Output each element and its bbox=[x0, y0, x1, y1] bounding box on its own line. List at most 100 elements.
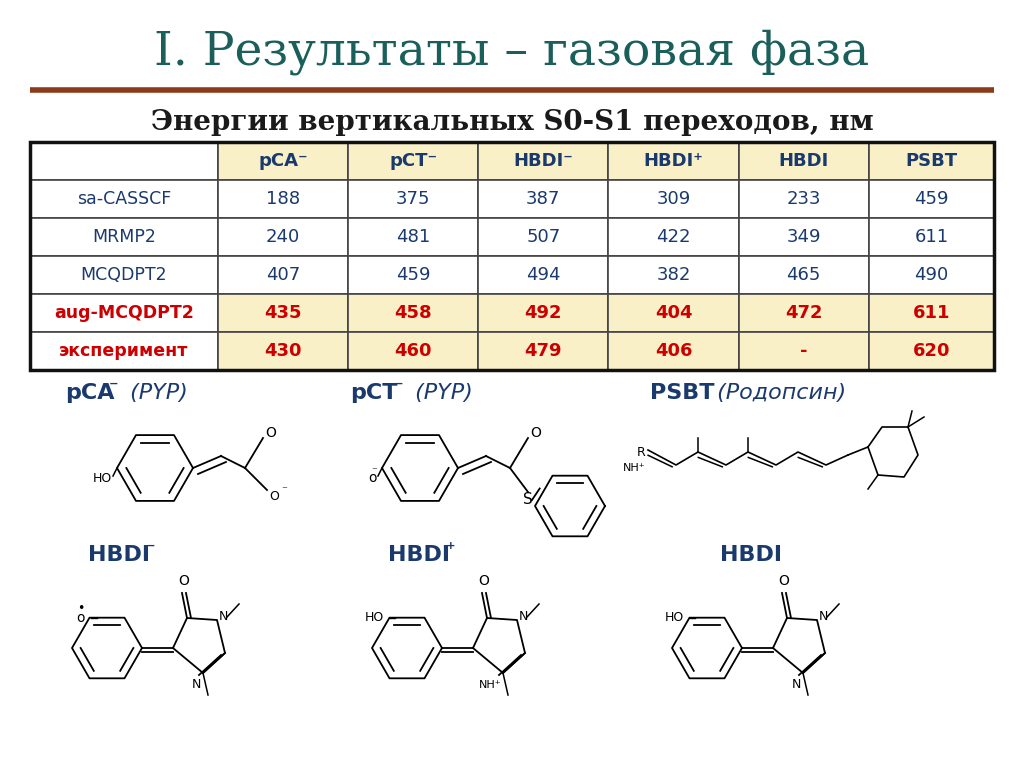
Text: pCA: pCA bbox=[65, 383, 115, 403]
Bar bbox=[348, 142, 478, 180]
Bar bbox=[608, 256, 738, 294]
Text: N: N bbox=[191, 678, 201, 691]
Bar bbox=[868, 142, 994, 180]
Text: 188: 188 bbox=[266, 190, 300, 208]
Text: MRMP2: MRMP2 bbox=[92, 228, 156, 246]
Bar bbox=[218, 294, 348, 332]
Text: 479: 479 bbox=[524, 342, 562, 360]
Bar bbox=[738, 142, 868, 180]
Bar bbox=[218, 218, 348, 256]
Text: 435: 435 bbox=[264, 304, 302, 322]
Text: 620: 620 bbox=[912, 342, 950, 360]
Text: 430: 430 bbox=[264, 342, 302, 360]
Text: ⁺: ⁺ bbox=[446, 541, 456, 559]
Text: (Родопсин): (Родопсин) bbox=[710, 383, 846, 403]
Bar bbox=[738, 256, 868, 294]
Text: 507: 507 bbox=[526, 228, 560, 246]
Bar bbox=[218, 180, 348, 218]
Text: o: o bbox=[76, 611, 85, 624]
Text: 309: 309 bbox=[656, 190, 690, 208]
Text: PSBT: PSBT bbox=[650, 383, 715, 403]
Text: N: N bbox=[219, 611, 228, 624]
Text: ⁻: ⁻ bbox=[394, 379, 403, 397]
Bar bbox=[30, 332, 218, 370]
Text: pCT: pCT bbox=[350, 383, 397, 403]
Bar bbox=[738, 218, 868, 256]
Bar bbox=[868, 180, 994, 218]
Text: 465: 465 bbox=[786, 266, 821, 284]
Text: pCT⁻: pCT⁻ bbox=[389, 152, 437, 170]
Bar bbox=[868, 256, 994, 294]
Text: R: R bbox=[636, 446, 645, 459]
Text: 422: 422 bbox=[656, 228, 691, 246]
Text: 240: 240 bbox=[266, 228, 300, 246]
Bar bbox=[218, 142, 348, 180]
Text: 481: 481 bbox=[396, 228, 430, 246]
Text: MCQDPT2: MCQDPT2 bbox=[81, 266, 167, 284]
Bar bbox=[608, 142, 738, 180]
Bar bbox=[30, 180, 218, 218]
Text: 472: 472 bbox=[784, 304, 822, 322]
Text: 407: 407 bbox=[266, 266, 300, 284]
Text: O: O bbox=[178, 574, 189, 588]
Text: 406: 406 bbox=[654, 342, 692, 360]
Bar bbox=[868, 332, 994, 370]
Bar bbox=[30, 294, 218, 332]
Text: 611: 611 bbox=[914, 228, 948, 246]
Text: O: O bbox=[265, 426, 275, 440]
Bar bbox=[478, 218, 608, 256]
Bar bbox=[30, 256, 218, 294]
Text: (PYP): (PYP) bbox=[408, 383, 473, 403]
Text: 494: 494 bbox=[526, 266, 560, 284]
Bar bbox=[218, 256, 348, 294]
Bar bbox=[218, 332, 348, 370]
Text: ⁻: ⁻ bbox=[109, 379, 119, 397]
Bar bbox=[738, 180, 868, 218]
Bar bbox=[348, 180, 478, 218]
Text: эксперимент: эксперимент bbox=[59, 342, 188, 360]
Text: -: - bbox=[800, 342, 807, 360]
Text: N: N bbox=[792, 678, 801, 691]
Bar bbox=[868, 218, 994, 256]
Text: 404: 404 bbox=[654, 304, 692, 322]
Text: 458: 458 bbox=[394, 304, 432, 322]
Text: O: O bbox=[530, 426, 541, 440]
Text: HO: HO bbox=[366, 611, 384, 624]
Text: N: N bbox=[819, 611, 828, 624]
Text: O: O bbox=[478, 574, 489, 588]
Text: 459: 459 bbox=[914, 190, 948, 208]
Text: S: S bbox=[523, 492, 532, 508]
Bar bbox=[478, 332, 608, 370]
Bar bbox=[608, 180, 738, 218]
Bar bbox=[348, 332, 478, 370]
Text: HBDI: HBDI bbox=[388, 545, 450, 565]
Text: HO: HO bbox=[666, 611, 684, 624]
Bar bbox=[478, 180, 608, 218]
Bar bbox=[608, 294, 738, 332]
Text: 233: 233 bbox=[786, 190, 821, 208]
Text: HO: HO bbox=[93, 472, 112, 485]
Text: HBDI: HBDI bbox=[720, 545, 782, 565]
Text: NH⁺: NH⁺ bbox=[478, 680, 501, 690]
Text: 460: 460 bbox=[394, 342, 432, 360]
Text: •: • bbox=[77, 602, 85, 615]
Bar bbox=[348, 256, 478, 294]
Text: o: o bbox=[369, 471, 377, 485]
Bar bbox=[738, 294, 868, 332]
Bar bbox=[30, 218, 218, 256]
Text: sa-CASSCF: sa-CASSCF bbox=[77, 190, 171, 208]
Bar bbox=[30, 142, 218, 180]
Text: pCA⁻: pCA⁻ bbox=[258, 152, 308, 170]
Bar bbox=[30, 142, 994, 370]
Text: NH⁺: NH⁺ bbox=[623, 463, 645, 473]
Text: 492: 492 bbox=[524, 304, 562, 322]
Bar bbox=[478, 142, 608, 180]
Text: 490: 490 bbox=[914, 266, 948, 284]
Bar bbox=[608, 218, 738, 256]
Text: HBDI: HBDI bbox=[88, 545, 150, 565]
Text: 375: 375 bbox=[396, 190, 430, 208]
Text: 459: 459 bbox=[396, 266, 430, 284]
Bar bbox=[348, 218, 478, 256]
Text: PSBT: PSBT bbox=[905, 152, 957, 170]
Bar bbox=[478, 294, 608, 332]
